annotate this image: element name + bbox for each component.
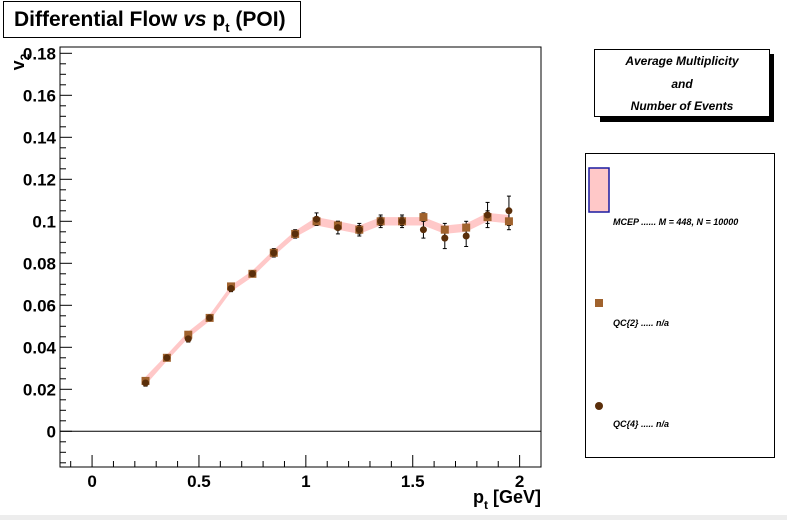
x-axis-ticks (70, 455, 542, 467)
legend-mcep-marker (588, 167, 610, 213)
chart-title: Differential Flow vs pt (POI) (3, 1, 301, 38)
info-line-2: and (671, 77, 693, 91)
mcep-band-area (145, 212, 509, 386)
y-tick-label: 0.12 (23, 170, 56, 189)
qc4-point (248, 270, 256, 278)
qc4-point (163, 354, 171, 362)
qc4-point (462, 232, 470, 240)
bottom-strip (0, 515, 787, 520)
x-axis-title-sub: t (484, 498, 488, 512)
x-tick-label: 0 (87, 472, 96, 491)
qc4-point (227, 285, 235, 292)
y-tick-label: 0 (47, 422, 56, 441)
mcep-band (145, 212, 509, 386)
plot-frame (59, 46, 542, 468)
legend-markers (588, 167, 610, 410)
x-axis-title-unit: [GeV] (488, 487, 541, 507)
qc4-point (484, 211, 492, 219)
qc4-point (206, 314, 214, 322)
qc4-point (377, 217, 385, 225)
y-axis-title-sub: 2 (18, 53, 32, 60)
y-axis-tick-labels: 0 0.02 0.04 0.06 0.08 0.1 0.12 0.14 0.16 0.18 (23, 44, 57, 441)
info-line-3: Number of Events (630, 99, 734, 113)
x-tick-label: 1.5 (401, 472, 425, 491)
y-tick-label: 0.14 (23, 128, 57, 147)
info-box: Average Multiplicity and Number of Event… (594, 49, 770, 117)
x-axis-title: pt [GeV] (473, 487, 541, 512)
y-axis-title-v: v (8, 60, 28, 70)
qc4-point (313, 215, 321, 223)
legend-qc4-marker (595, 402, 603, 410)
legend-label-qc4: QC{4} ..... n/a (613, 419, 670, 429)
qc4-point (291, 230, 299, 238)
y-tick-label: 0.18 (23, 44, 56, 63)
y-tick-label: 0.02 (23, 380, 56, 399)
info-line-1: Average Multiplicity (625, 54, 739, 68)
qc4-point (398, 217, 406, 225)
x-axis-tick-labels: 0 0.5 1 1.5 2 (87, 472, 524, 491)
x-axis-title-p: p (473, 487, 484, 507)
qc2-point (419, 213, 428, 222)
data-markers (141, 207, 513, 387)
qc2-point (184, 330, 193, 339)
y-tick-label: 0.16 (23, 86, 56, 105)
qc4-point (184, 335, 192, 343)
legend: MCEP ...... M = 448, N = 10000 QC{2} ...… (585, 153, 775, 458)
y-axis-ticks (60, 52, 72, 464)
qc4-point (270, 249, 278, 257)
qc2-point (504, 217, 513, 226)
y-axis-title: v2 (8, 53, 32, 70)
qc4-point (441, 234, 449, 242)
x-tick-label: 2 (515, 472, 524, 491)
x-tick-label: 0.5 (187, 472, 211, 491)
x-tick-label: 1 (301, 472, 310, 491)
qc4-point (419, 226, 427, 234)
legend-label-mcep: MCEP ...... M = 448, N = 10000 (613, 217, 739, 227)
y-tick-label: 0.06 (23, 296, 56, 315)
y-tick-label: 0.08 (23, 254, 56, 273)
qc4-point (355, 226, 363, 234)
qc2-point (462, 223, 471, 232)
qc4-point (142, 379, 150, 387)
qc2-point (440, 225, 449, 234)
legend-qc2-marker (595, 299, 603, 307)
qc4-point (334, 224, 342, 232)
y-tick-label: 0.1 (32, 212, 56, 231)
y-tick-label: 0.04 (23, 338, 57, 357)
qc4-point (505, 207, 513, 215)
legend-label-qc2: QC{2} ..... n/a (613, 318, 670, 328)
